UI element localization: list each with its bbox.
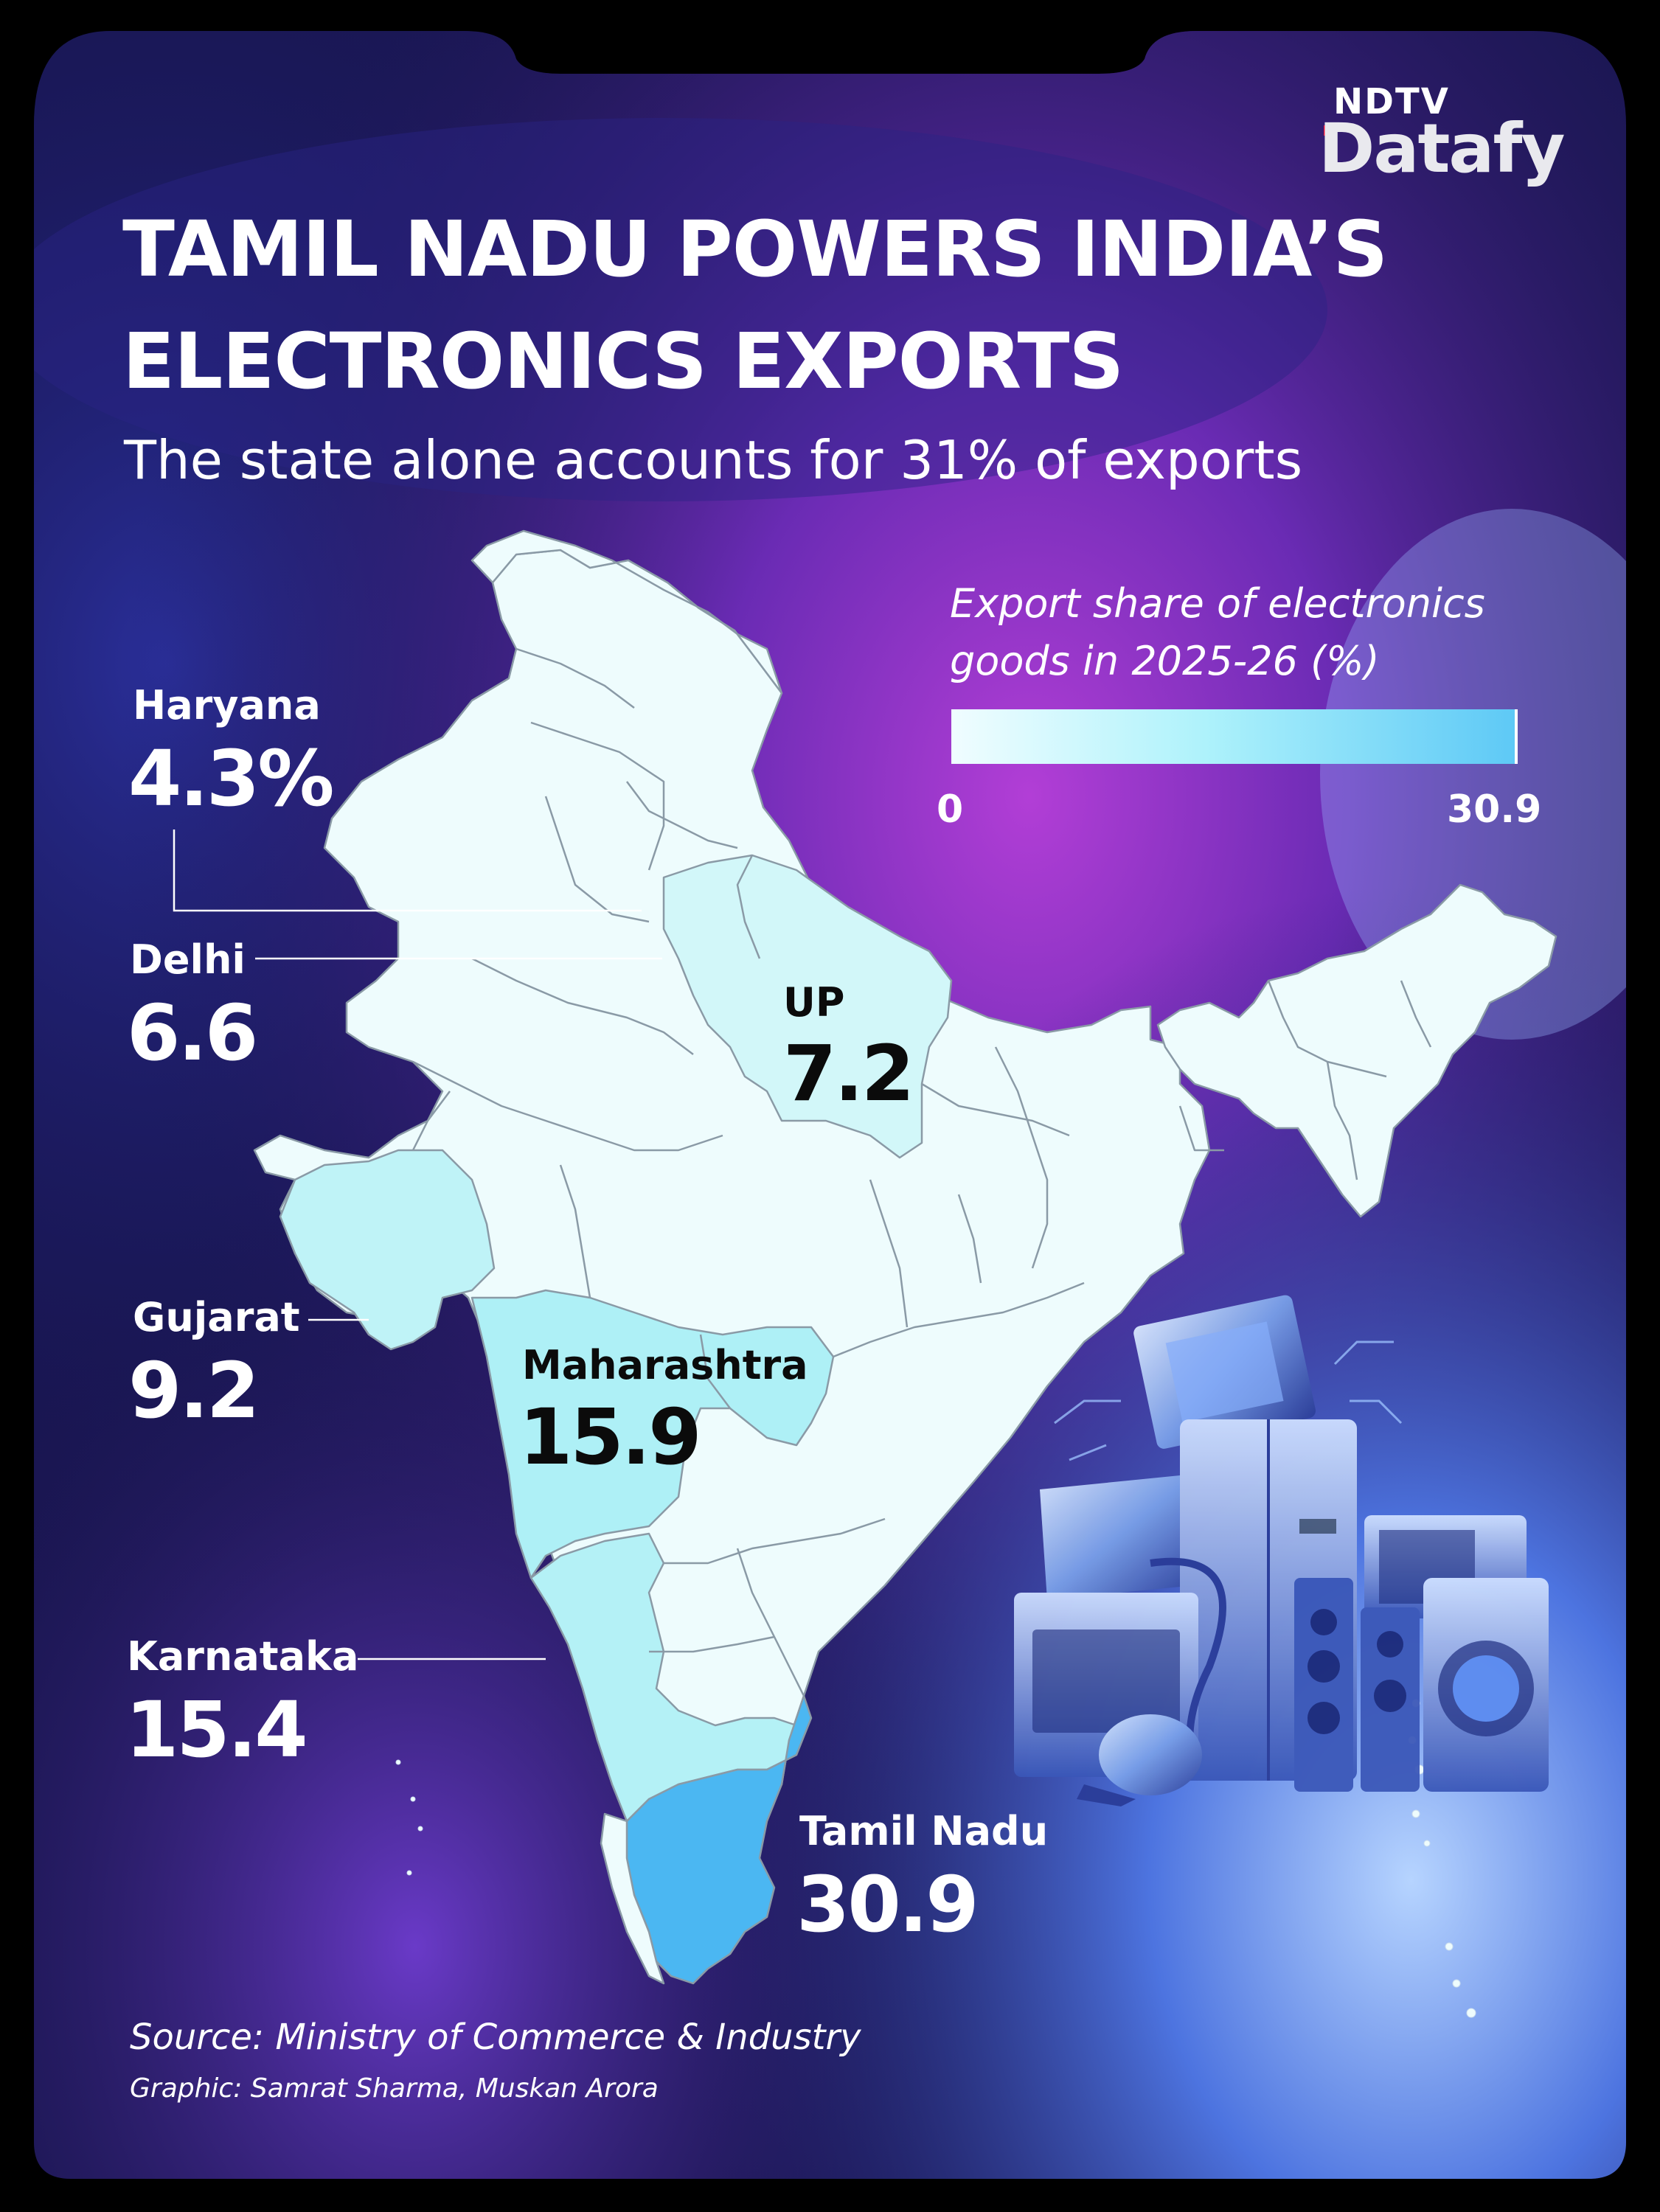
state-value-tamil-nadu: 30.9: [796, 1860, 979, 1950]
state-label-karnataka: Karnataka: [127, 1633, 359, 1680]
legend-color-scale: [951, 709, 1518, 764]
state-label-haryana: Haryana: [133, 682, 321, 728]
state-value-delhi: 6.6: [127, 988, 258, 1078]
source-note: Source: Ministry of Commerce & Industry: [130, 2017, 861, 2058]
subtitle: The state alone accounts for 31% of expo…: [124, 429, 1303, 491]
state-label-maharashtra: Maharashtra: [522, 1342, 808, 1388]
state-label-gujarat: Gujarat: [133, 1294, 300, 1340]
state-value-haryana: 4.3%: [128, 734, 334, 824]
map-maharashtra: [470, 1289, 835, 1579]
state-label-delhi: Delhi: [130, 936, 246, 983]
leader-lines: [173, 830, 662, 1660]
page-title: TAMIL NADU POWERS INDIA’S ELECTRONICS EX…: [122, 193, 1560, 417]
legend-max: 30.9: [1447, 787, 1542, 832]
title-line-2: ELECTRONICS EXPORTS: [122, 316, 1124, 406]
state-label-up: UP: [783, 979, 845, 1026]
india-map: [253, 529, 1557, 2018]
legend-min: 0: [937, 787, 964, 832]
state-label-tamil-nadu: Tamil Nadu: [799, 1808, 1049, 1854]
map-up: [662, 854, 953, 1159]
state-value-up: 7.2: [783, 1029, 914, 1119]
map-northeast: [1156, 883, 1557, 1218]
state-value-gujarat: 9.2: [128, 1346, 260, 1436]
state-value-karnataka: 15.4: [125, 1685, 308, 1775]
state-borders: [411, 647, 1432, 1697]
appliances-illustration: [1014, 1295, 1549, 1806]
state-value-maharashtra: 15.9: [519, 1392, 702, 1482]
map-gujarat: [279, 1149, 496, 1351]
brand-red-mark: [1324, 125, 1334, 136]
brand-datafy: Datafy: [1319, 109, 1566, 188]
title-line-1: TAMIL NADU POWERS INDIA’S: [122, 204, 1388, 294]
legend-title: Export share of electronics goods in 202…: [950, 580, 1485, 684]
graphic-credit: Graphic: Samrat Sharma, Muskan Arora: [130, 2073, 659, 2104]
brand-ndtv: NDTV: [1333, 81, 1450, 122]
